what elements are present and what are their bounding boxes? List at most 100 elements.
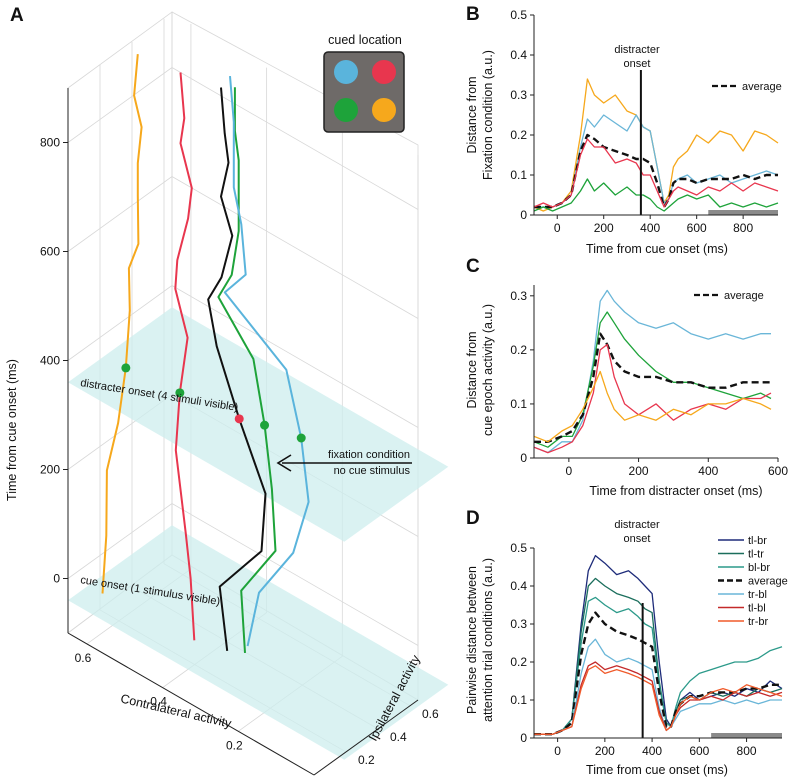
panel-d-y-tick-label: 0.4 bbox=[510, 579, 527, 593]
panel-d-series-tr-br bbox=[534, 665, 783, 735]
panel-c-x-tick-label: 600 bbox=[768, 464, 788, 478]
time-tick-label: 800 bbox=[40, 136, 60, 150]
panel-a-contra-ticks: 0.60.40.20 bbox=[75, 651, 243, 752]
contra-tick-label: 0.6 bbox=[75, 651, 92, 665]
time-gridline bbox=[67, 285, 419, 428]
panel-a-time-ticks: 0 200 400 600 800 bbox=[40, 136, 68, 586]
panel-d-y-tick-label: 0.1 bbox=[510, 693, 527, 707]
annotation-line1: fixation condition bbox=[328, 449, 410, 461]
panel-d-y-tick-label: 0.3 bbox=[510, 617, 527, 631]
panel-a-xlabel: Contralateral activity bbox=[119, 692, 233, 731]
panel-a-ipsi-ticks: 00.20.40.6 bbox=[326, 707, 439, 777]
panel-d-significance-bar bbox=[711, 733, 782, 738]
panel-b-series-average bbox=[534, 133, 778, 209]
trajectory-black bbox=[207, 87, 267, 652]
panel-b-y-tick-label: 0.4 bbox=[510, 48, 527, 62]
panel-c-series-average bbox=[534, 332, 771, 443]
panel-b-significance-bar bbox=[708, 210, 778, 215]
cued-location-legend: cued location bbox=[323, 33, 405, 133]
annotation-arrowhead bbox=[276, 454, 292, 472]
panel-d-legend-label-bl-br: bl-br bbox=[748, 562, 770, 574]
onset-marker-orange bbox=[121, 363, 131, 373]
trajectory-green bbox=[217, 87, 277, 653]
panel-c-series-orange bbox=[533, 370, 772, 443]
panel-d-legend-label-tl-bl: tl-bl bbox=[748, 603, 766, 615]
panel-d-legend-label-tl-tr: tl-tr bbox=[748, 549, 764, 561]
panel-c-ylabel-line2: cue epoch activity (a.u.) bbox=[481, 304, 495, 436]
panel-d-y-tick-label: 0.5 bbox=[510, 541, 527, 555]
panel-d-y-tick-label: 0.2 bbox=[510, 655, 527, 669]
legend-dot-top-right bbox=[372, 60, 396, 84]
panel-a-ipsi-axis bbox=[313, 699, 419, 776]
panel-c-y-tick-label: 0 bbox=[520, 451, 527, 465]
panel-c-y-tick-label: 0.2 bbox=[510, 343, 527, 357]
panel-c-chart: C 0 200 400 600 0 0.1 0.2 0.3 Time from distrac… bbox=[465, 256, 788, 498]
panel-b-x-tick-label: 600 bbox=[687, 221, 707, 235]
panel-b-legend-label: average bbox=[742, 81, 782, 93]
panel-a-planes bbox=[68, 307, 449, 760]
time-gridline bbox=[67, 67, 419, 210]
panel-d-x-tick-label: 200 bbox=[595, 744, 615, 758]
panel-d-ylabel-line1: Pairwise distance between bbox=[465, 566, 479, 714]
panel-d-event-label-2: onset bbox=[624, 533, 651, 545]
panel-c-legend-label: average bbox=[724, 290, 764, 302]
panel-b-legend: average bbox=[712, 81, 782, 93]
time-gridline bbox=[67, 176, 419, 319]
panel-b-y-tick-label: 0.1 bbox=[510, 168, 527, 182]
panel-a-trajectories bbox=[101, 54, 310, 653]
panel-b-x-tick-label: 400 bbox=[640, 221, 660, 235]
panel-a-contra-axis bbox=[67, 632, 315, 776]
panel-b-series-green bbox=[533, 178, 779, 212]
panel-c-xlabel: Time from distracter onset (ms) bbox=[589, 484, 762, 498]
panel-c-ylabel-line1: Distance from bbox=[465, 331, 479, 408]
panel-b-y-tick-label: 0 bbox=[520, 208, 527, 222]
legend-title: cued location bbox=[328, 33, 402, 47]
legend-dot-bottom-left bbox=[334, 98, 358, 122]
onset-marker-red bbox=[175, 388, 185, 398]
time-tick-label: 200 bbox=[40, 463, 60, 477]
panel-c-series-blue bbox=[533, 289, 771, 454]
panel-c-series-green bbox=[533, 311, 772, 448]
panel-d-x-tick-label: 400 bbox=[642, 744, 662, 758]
plane-cue-onset bbox=[68, 525, 449, 760]
panel-b-x-tick-label: 0 bbox=[554, 221, 561, 235]
panel-b-series-orange bbox=[533, 78, 779, 212]
panel-b-y-tick-label: 0.3 bbox=[510, 88, 527, 102]
panel-a-ylabel: Time from cue onset (ms) bbox=[5, 359, 19, 501]
panel-b-y-tick-label: 0.2 bbox=[510, 128, 527, 142]
panel-d-y-tick-label: 0 bbox=[520, 731, 527, 745]
contra-tick-label: 0.4 bbox=[150, 695, 167, 709]
annotation-line2: no cue stimulus bbox=[334, 465, 411, 477]
onset-marker-blue bbox=[296, 433, 306, 443]
panel-b-event-label-1: distracter bbox=[614, 44, 660, 56]
panel-b-series-blue bbox=[534, 114, 779, 208]
panel-b-xlabel: Time from cue onset (ms) bbox=[586, 242, 728, 256]
panel-c-y-tick-label: 0.1 bbox=[510, 397, 527, 411]
onset-marker-black bbox=[234, 414, 244, 424]
panel-d-x-tick-label: 800 bbox=[737, 744, 757, 758]
ipsi-tick-label: 0.6 bbox=[422, 707, 439, 721]
time-tick-label: 0 bbox=[53, 572, 60, 586]
panel-b-ylabel-line1: Distance from bbox=[465, 76, 479, 153]
time-tick-label: 600 bbox=[40, 245, 60, 259]
panel-b-x-tick-label: 200 bbox=[594, 221, 614, 235]
panel-d-legend-label-tr-br: tr-br bbox=[748, 616, 769, 628]
panel-d-x-tick-label: 600 bbox=[689, 744, 709, 758]
legend-dot-bottom-right bbox=[372, 98, 396, 122]
panel-b-event-label-2: onset bbox=[624, 58, 651, 70]
time-tick-label: 400 bbox=[40, 354, 60, 368]
trajectory-red bbox=[174, 72, 196, 641]
time-gridline bbox=[67, 503, 419, 646]
panel-c-legend: average bbox=[694, 290, 764, 302]
panel-c-x-tick-label: 200 bbox=[629, 464, 649, 478]
panel-d-legend-label-average: average bbox=[748, 576, 788, 588]
panel-d-event-label-1: distracter bbox=[614, 519, 660, 531]
legend-dot-top-left bbox=[334, 60, 358, 84]
panel-b-chart: B 0 200 400 600 800 0 0.1 0.2 0.3 0.4 0.5 Time fro… bbox=[465, 4, 782, 256]
panel-c-x-tick-label: 0 bbox=[566, 464, 573, 478]
panel-d-ylabel-line2: attention trial conditions (a.u.) bbox=[481, 558, 495, 722]
onset-marker-green bbox=[260, 420, 270, 430]
panel-b-letter: B bbox=[466, 4, 480, 25]
